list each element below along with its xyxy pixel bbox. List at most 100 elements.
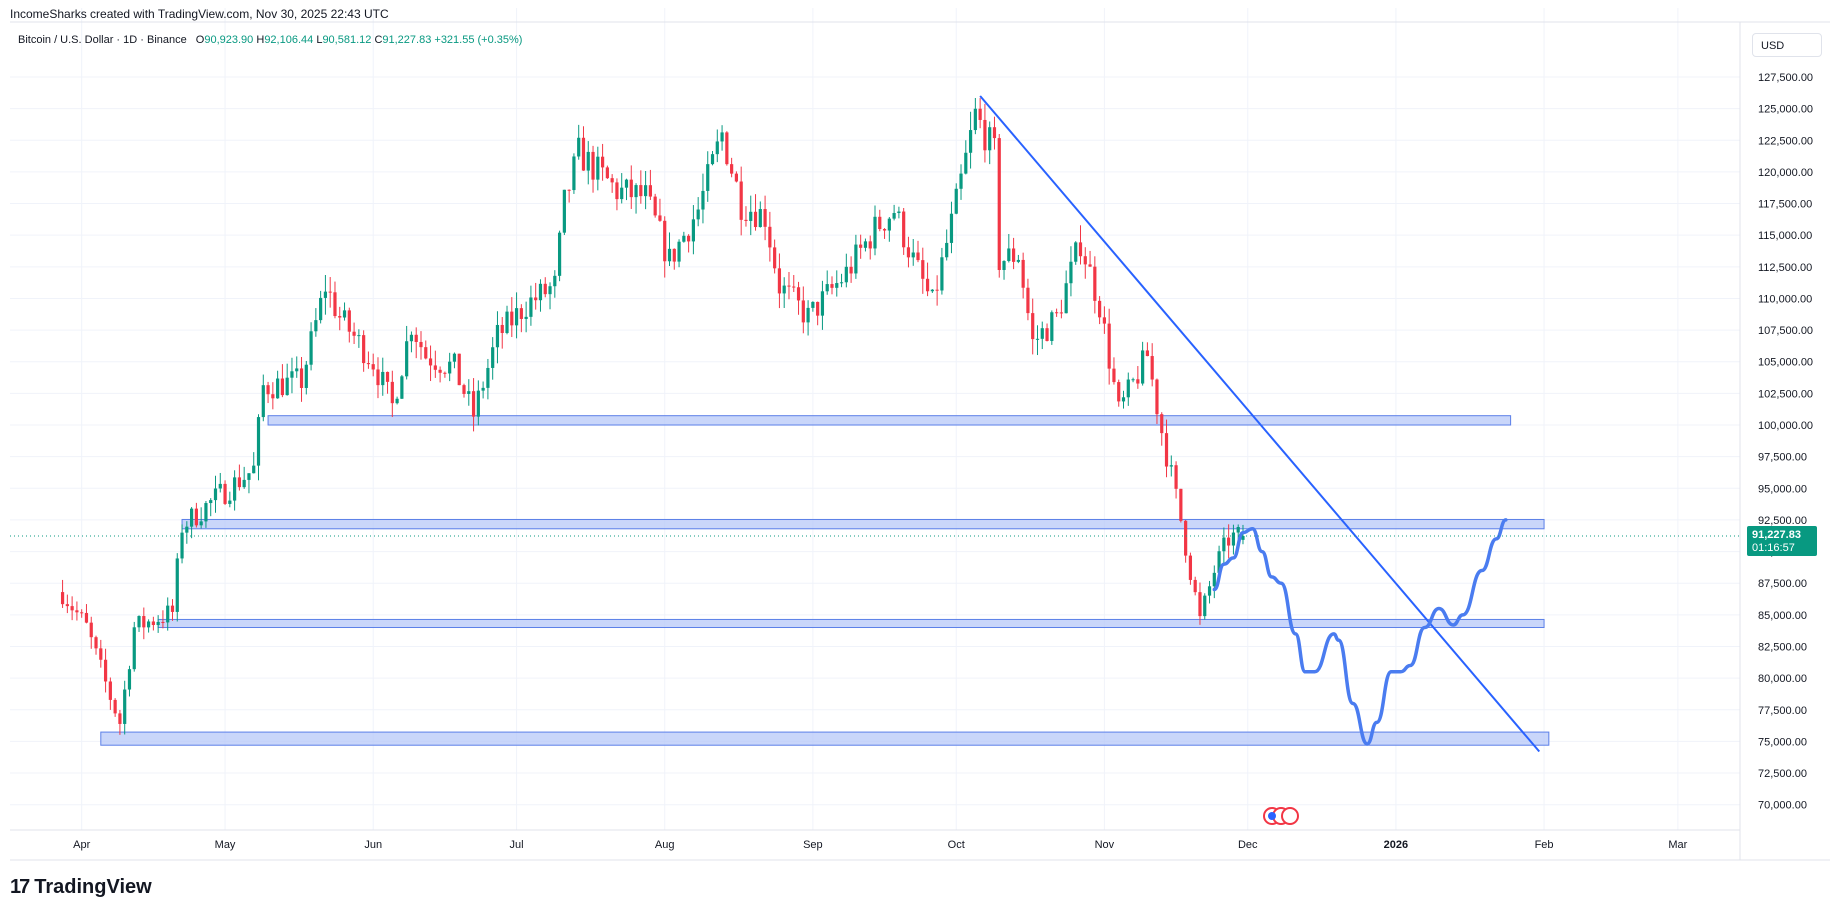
y-tick-label: 120,000.00: [1758, 167, 1813, 179]
tradingview-logo[interactable]: 17 TradingView: [10, 876, 152, 899]
candle-body: [567, 189, 571, 191]
candle-body: [796, 287, 801, 301]
candle-body: [916, 252, 920, 261]
candle-body: [448, 361, 452, 374]
support-zone[interactable]: [157, 618, 1545, 629]
candle-body: [1112, 368, 1116, 383]
candle-body: [806, 307, 810, 323]
candle-body: [1160, 414, 1164, 434]
y-tick-label: 105,000.00: [1758, 357, 1813, 369]
candle-body: [491, 347, 495, 368]
candle-body: [557, 232, 562, 276]
candle-body: [161, 621, 165, 623]
x-tick-label: Apr: [73, 839, 90, 851]
candle-body: [849, 266, 853, 274]
candle-body: [524, 316, 528, 319]
candle-body: [299, 368, 304, 388]
economic-events[interactable]: [1263, 807, 1299, 825]
candle-body: [921, 260, 925, 279]
tradingview-mark-icon: 17: [10, 876, 30, 898]
candle-body: [1207, 586, 1212, 596]
y-tick-label: 125,000.00: [1758, 104, 1813, 116]
y-tick-label: 85,000.00: [1758, 610, 1807, 622]
y-tick-label: 127,500.00: [1758, 72, 1813, 84]
candle-body: [753, 211, 758, 228]
candle-body: [978, 108, 982, 120]
candle-body: [605, 167, 609, 179]
ohlc-legend: Bitcoin / U.S. Dollar · 1D · Binance O90…: [18, 34, 522, 46]
candle-body: [433, 365, 437, 370]
candle-body: [123, 689, 127, 724]
y-tick-label: 75,000.00: [1758, 736, 1807, 748]
candle-body: [400, 376, 404, 399]
candle-body: [624, 179, 629, 188]
candle-body: [362, 335, 366, 364]
y-tick-label: 102,500.00: [1758, 388, 1813, 400]
candle-body: [476, 390, 480, 417]
candle-body: [357, 335, 361, 337]
candle-body: [667, 248, 672, 262]
candle-body: [290, 371, 294, 378]
candle-body: [1169, 465, 1173, 467]
projection-path[interactable]: [1212, 518, 1508, 746]
candle-body: [1155, 379, 1159, 415]
candle-body: [1040, 328, 1044, 339]
symbol-label[interactable]: Bitcoin / U.S. Dollar · 1D · Binance: [18, 34, 187, 46]
candle-body: [510, 311, 514, 326]
candle-body: [863, 241, 868, 248]
candle-body: [1083, 256, 1087, 265]
candle-body: [658, 215, 662, 221]
candle-body: [543, 283, 547, 295]
candle-body: [462, 385, 466, 394]
candle-body: [710, 154, 715, 165]
candle-body: [581, 137, 586, 171]
candle-body: [954, 188, 958, 214]
candle-body: [452, 353, 457, 362]
currency-button[interactable]: USD: [1752, 33, 1822, 57]
candle-body: [820, 291, 825, 316]
candle-body: [276, 378, 280, 399]
candle-body: [103, 659, 108, 682]
candle-body: [787, 285, 791, 287]
candle-body: [839, 282, 844, 284]
candle-body: [252, 465, 256, 474]
tradingview-brand: TradingView: [34, 876, 152, 898]
candle-body: [777, 268, 782, 294]
candle-body: [1078, 242, 1083, 257]
candle-body: [146, 621, 151, 628]
trendline[interactable]: [979, 95, 1541, 753]
high-value: 92,106.44: [264, 34, 314, 46]
candle-body: [1069, 261, 1073, 284]
candle-body: [600, 156, 605, 168]
support-zone[interactable]: [267, 415, 1512, 426]
support-zone[interactable]: [181, 518, 1545, 530]
candle-body: [1231, 532, 1236, 546]
candle-body: [1121, 397, 1126, 402]
drawings[interactable]: [979, 95, 1541, 753]
candle-body: [495, 324, 500, 348]
candle-body: [1055, 312, 1059, 314]
support-zone[interactable]: [100, 731, 1550, 746]
x-tick-label: 2026: [1384, 839, 1408, 851]
candle-body: [314, 320, 318, 332]
candle-body: [577, 137, 581, 157]
event-icon[interactable]: [1281, 807, 1299, 825]
candle-body: [342, 310, 347, 318]
candle-body: [199, 521, 203, 526]
candle-body: [237, 477, 241, 488]
candle-body: [538, 283, 543, 301]
candle-body: [457, 353, 461, 386]
close-value: 91,227.83: [382, 34, 432, 46]
change-value: +321.55 (+0.35%): [434, 34, 523, 46]
candle-body: [175, 558, 179, 612]
last-price-badge: [1747, 526, 1817, 557]
candle-body: [409, 334, 414, 342]
candle-body: [228, 500, 232, 504]
support-zones[interactable]: [100, 415, 1550, 746]
candle-body: [500, 324, 504, 334]
candle-body: [988, 127, 992, 151]
candle-body: [572, 156, 576, 191]
candle-body: [553, 275, 557, 287]
candle-body: [266, 385, 270, 395]
